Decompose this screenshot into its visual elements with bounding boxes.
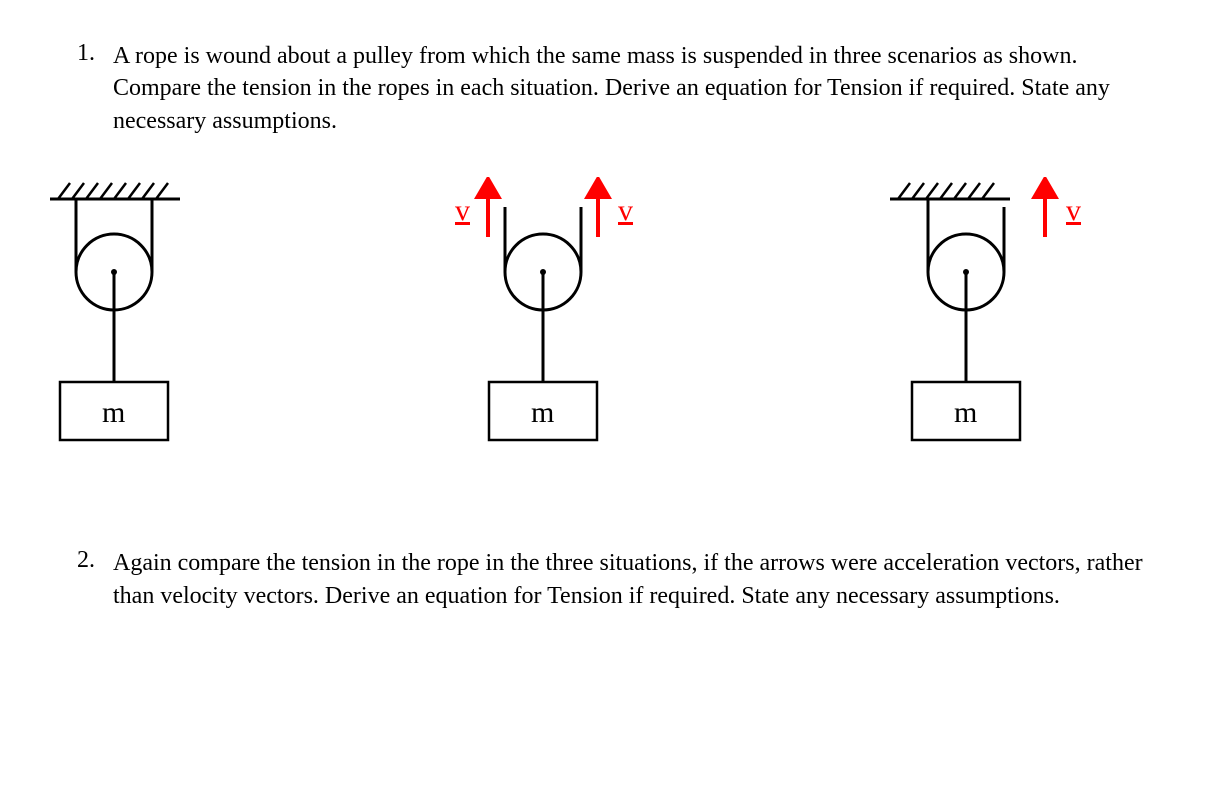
question-2-text: Again compare the tension in the rope in…	[113, 547, 1163, 612]
diagram-1-mass-label: m	[102, 396, 125, 429]
question-2-number: 2.	[50, 547, 113, 612]
question-1-number: 1.	[50, 40, 113, 137]
diagram-1-svg: m	[50, 177, 310, 487]
question-1: 1. A rope is wound about a pulley from w…	[50, 40, 1163, 137]
question-1-text: A rope is wound about a pulley from whic…	[113, 40, 1163, 137]
diagram-3-mass-label: m	[954, 396, 977, 429]
diagram-2: m v v	[450, 177, 710, 487]
diagram-3-v-right: v	[1066, 194, 1081, 227]
question-2: 2. Again compare the tension in the rope…	[50, 547, 1163, 612]
diagrams-row: m m v v	[50, 177, 1163, 487]
diagram-2-mass-label: m	[531, 396, 554, 429]
diagram-2-v-right: v	[618, 194, 633, 227]
diagram-3-svg: m v	[850, 177, 1140, 487]
diagram-1: m	[50, 177, 310, 487]
diagram-2-v-left: v	[455, 194, 470, 227]
diagram-3: m v	[850, 177, 1110, 487]
diagram-2-svg: m v v	[450, 177, 710, 487]
